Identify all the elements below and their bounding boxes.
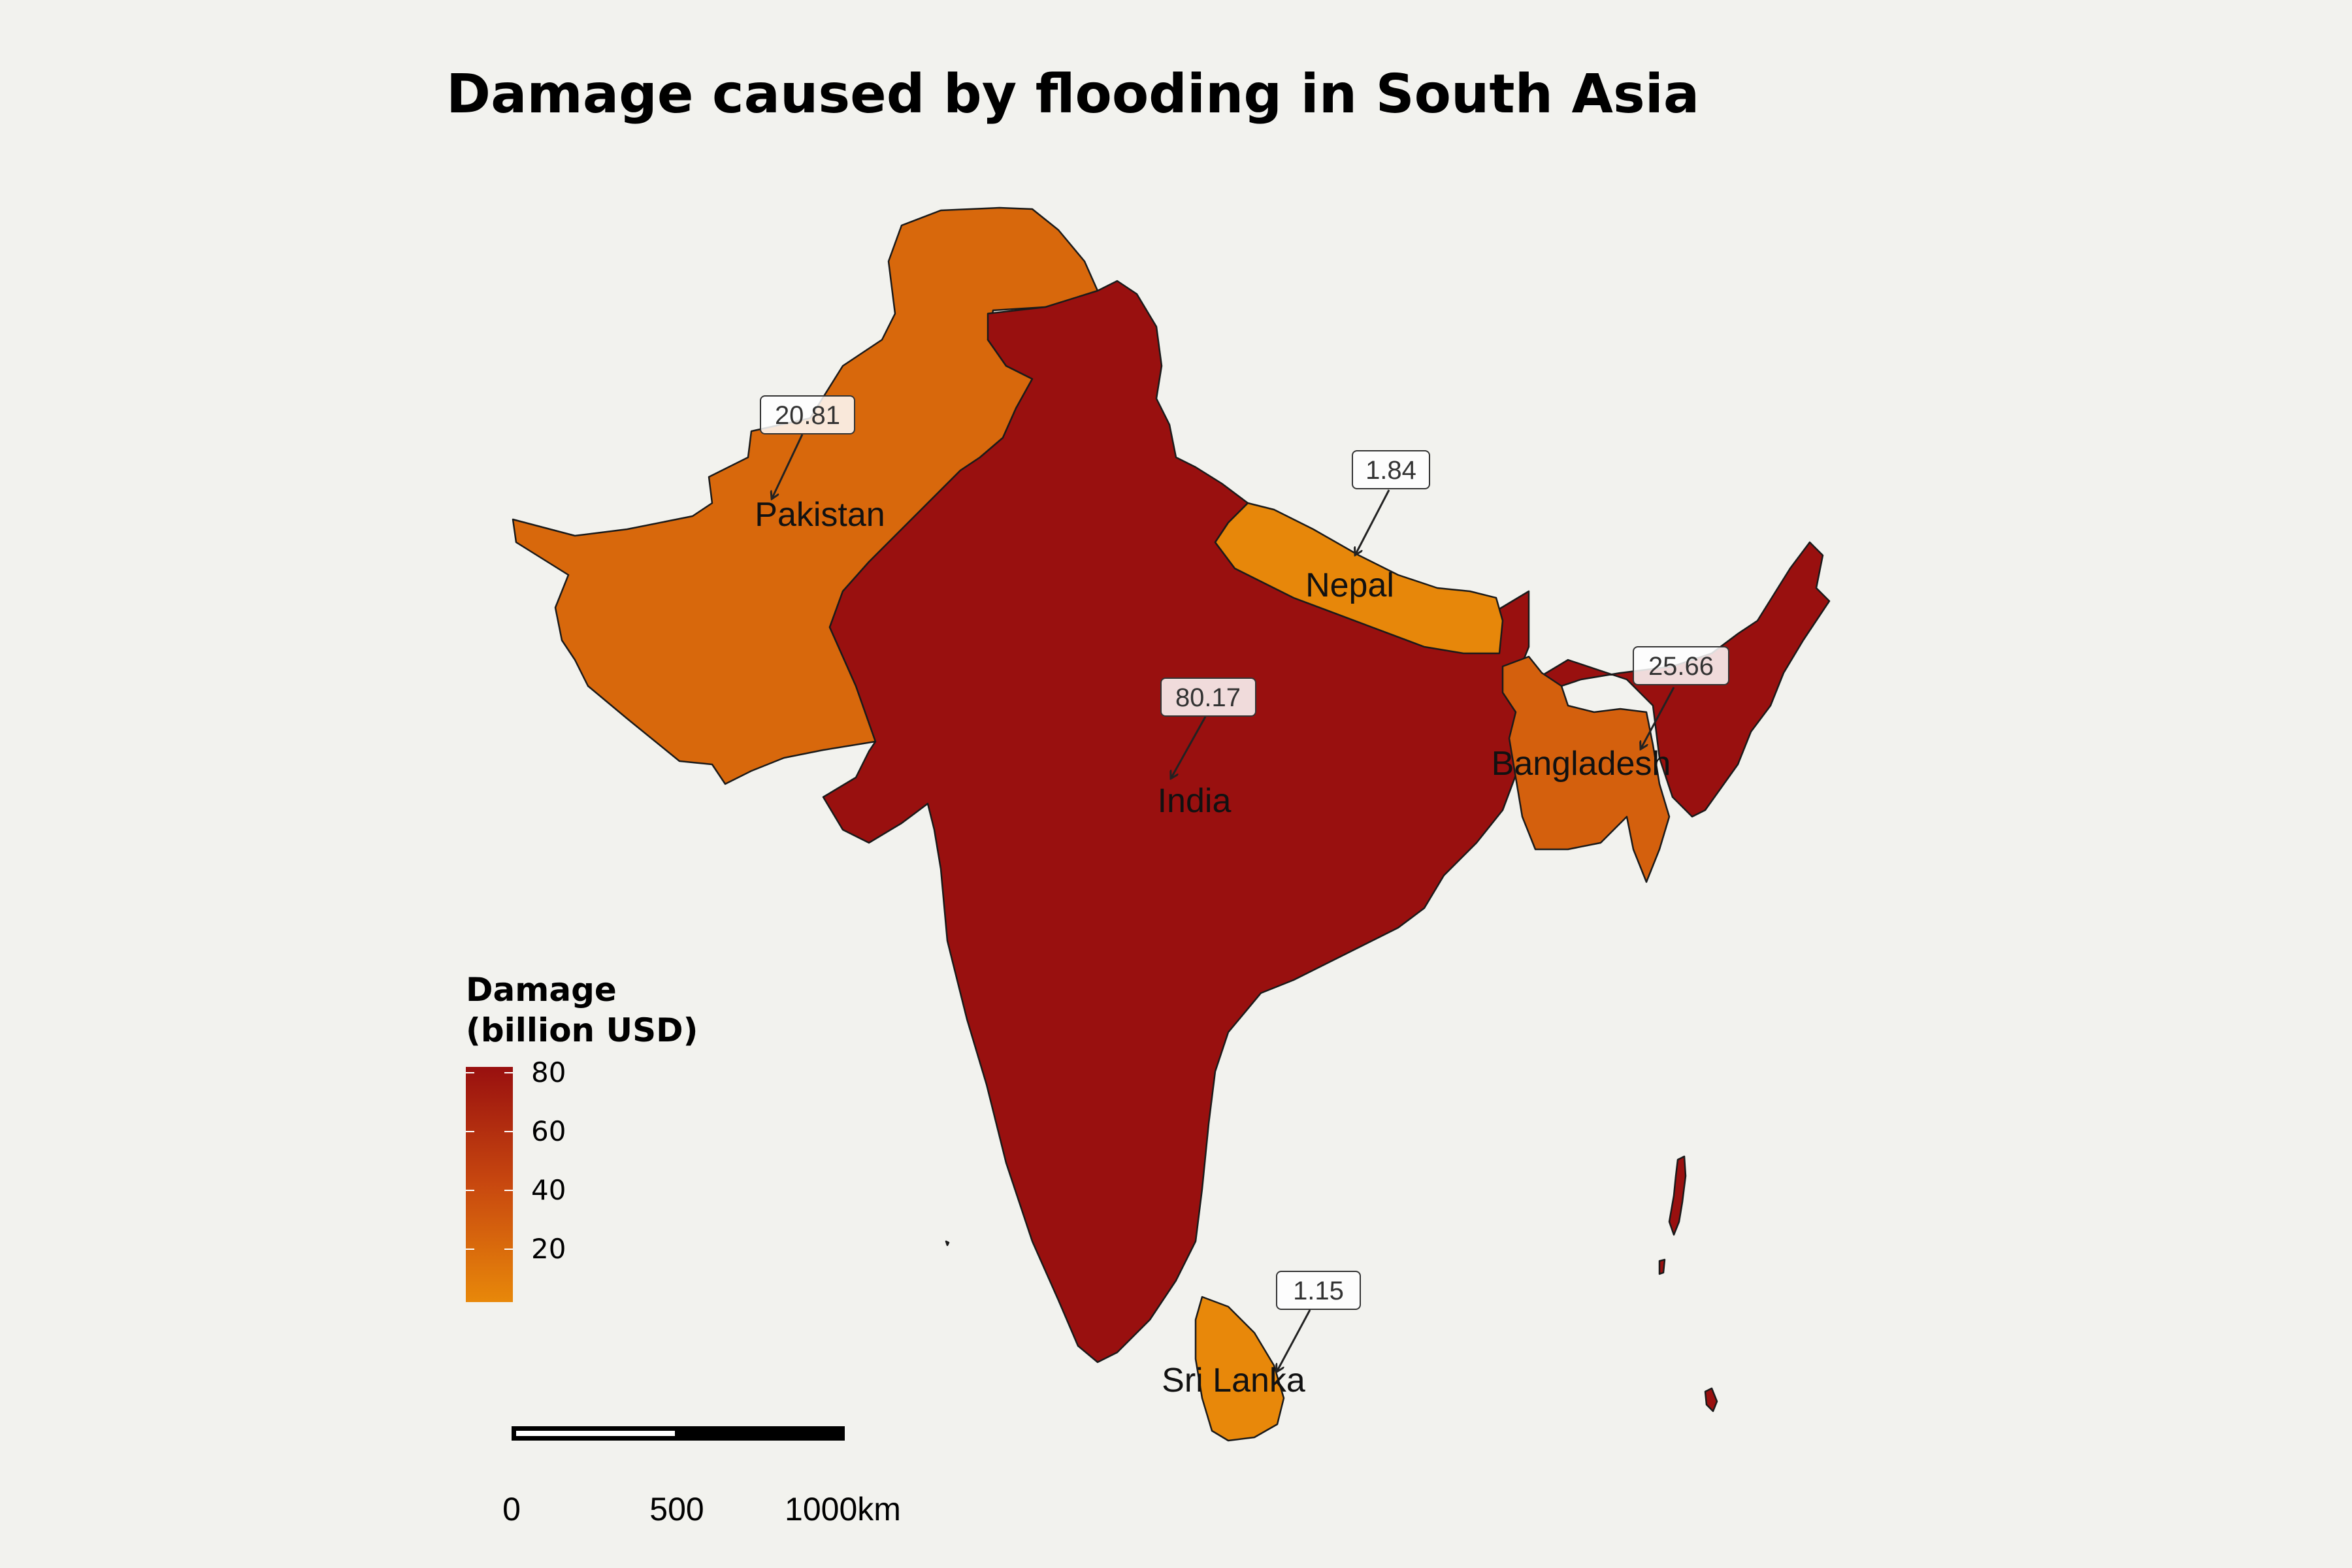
callout-value-sri-lanka: 1.15 (1293, 1277, 1344, 1305)
leader-bangladesh (1641, 687, 1675, 748)
leader-india (1171, 716, 1207, 777)
legend-tick-label: 40 (531, 1174, 566, 1206)
callout-value-india: 80.17 (1175, 683, 1241, 712)
map-title: Damage caused by flooding in South Asia (446, 63, 1699, 125)
countries (512, 206, 1831, 1442)
island-nicobar (1704, 1387, 1718, 1413)
island-north-andaman (1668, 1155, 1687, 1236)
legend-tick-label: 20 (531, 1233, 566, 1265)
callout-value-bangladesh: 25.66 (1648, 652, 1714, 681)
legend-tick-label: 80 (531, 1056, 566, 1088)
legend-colorbar (466, 1067, 513, 1302)
leader-sri-lanka (1277, 1309, 1311, 1371)
callouts: 20.81 1.84 80.17 25.66 1.15 (760, 395, 1729, 1371)
legend: Damage (billion USD) 80 60 40 20 (466, 971, 698, 1302)
callout-box-pakistan (760, 395, 855, 434)
legend-tick-label: 60 (531, 1115, 566, 1147)
country-label-sri-lanka: Sri Lanka (1162, 1362, 1305, 1399)
legend-title-line2: (billion USD) (466, 1011, 698, 1049)
callout-box-sri-lanka (1276, 1271, 1361, 1310)
country-label-india: India (1158, 782, 1232, 820)
scale-bar-outline (512, 1426, 845, 1441)
leader-nepal (1356, 489, 1390, 554)
callout-box-india (1160, 678, 1256, 717)
leader-pakistan (772, 434, 804, 498)
legend-ticks: 80 60 40 20 (466, 1056, 566, 1265)
callout-box-bangladesh (1633, 646, 1729, 685)
scale-label-500: 500 (649, 1491, 704, 1527)
country-bangladesh[interactable] (1501, 655, 1671, 883)
country-labels: Pakistan India Nepal Bangladesh Sri Lank… (755, 496, 1671, 1399)
country-label-pakistan: Pakistan (755, 496, 885, 534)
legend-title-line1: Damage (466, 971, 617, 1009)
scale-bar-segment-white (516, 1431, 675, 1436)
country-nepal[interactable] (1214, 502, 1504, 655)
country-label-nepal: Nepal (1305, 566, 1394, 604)
callout-value-pakistan: 20.81 (775, 401, 840, 430)
callout-box-nepal (1352, 450, 1430, 489)
island-lakshadweep (945, 1240, 950, 1247)
scale-bar: 0 500 1000km (502, 1426, 901, 1527)
country-sri-lanka[interactable] (1194, 1296, 1285, 1442)
country-label-bangladesh: Bangladesh (1492, 745, 1671, 783)
scale-label-0: 0 (502, 1491, 521, 1527)
island-south-andaman (1658, 1258, 1666, 1275)
scale-label-1000km: 1000km (785, 1491, 901, 1527)
callout-value-nepal: 1.84 (1365, 456, 1416, 485)
